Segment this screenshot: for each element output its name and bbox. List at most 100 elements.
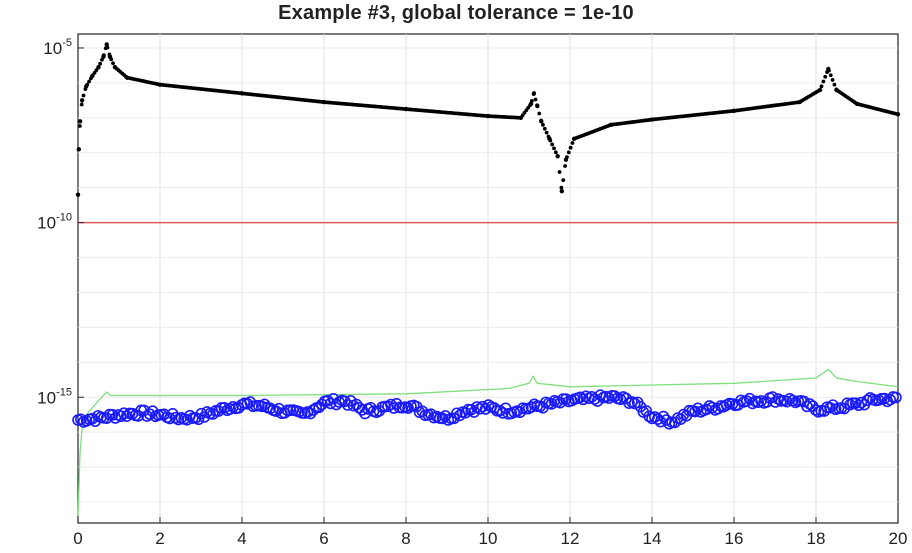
x-tick-labels: 0 2 4 6 8 10 12 14 16 18 20 (73, 517, 907, 548)
data-point (453, 409, 466, 422)
data-point (111, 61, 115, 66)
data-point (313, 401, 325, 414)
data-point (525, 401, 538, 413)
x-tick-label: 6 (319, 529, 328, 548)
data-point (817, 87, 823, 93)
data-point (120, 410, 133, 423)
data-point (143, 408, 156, 420)
data-point (547, 136, 552, 141)
data-point (542, 126, 547, 131)
data-point (79, 98, 85, 103)
data-point (809, 404, 822, 416)
y-tick-base: 10 (43, 39, 62, 58)
data-point (821, 79, 826, 84)
data-point (125, 75, 130, 80)
data-point (107, 54, 113, 59)
series-layer (72, 42, 902, 517)
x-tick-label: 4 (237, 529, 246, 548)
chart-title: Example #3, global tolerance = 1e-10 (278, 2, 634, 24)
data-point (819, 84, 824, 89)
data-point (832, 82, 837, 87)
y-tick-base: 10 (37, 214, 56, 233)
data-point (649, 117, 655, 122)
x-tick-label: 20 (889, 529, 908, 548)
data-point (861, 394, 874, 407)
data-point (518, 115, 523, 121)
data-point (563, 157, 569, 162)
data-point (485, 113, 491, 119)
x-tick-label: 10 (479, 529, 498, 548)
data-point (87, 79, 91, 84)
x-tick-label: 8 (401, 529, 410, 548)
data-point (81, 93, 86, 98)
data-point (568, 145, 573, 150)
data-point (539, 119, 544, 124)
data-point (769, 396, 782, 408)
data-point (570, 141, 575, 145)
data-point (192, 413, 205, 426)
data-point (555, 154, 560, 159)
data-point (852, 399, 865, 412)
data-point (218, 401, 231, 414)
data-point (824, 401, 836, 414)
data-point (207, 408, 219, 420)
data-point (560, 393, 572, 405)
data-point (544, 130, 549, 135)
data-point (98, 61, 103, 66)
data-point (571, 136, 577, 141)
data-point (327, 393, 340, 405)
x-tick-label: 14 (643, 529, 662, 548)
data-point (823, 74, 828, 79)
data-point (828, 73, 833, 78)
data-point (77, 119, 83, 124)
data-point (476, 400, 489, 413)
y-tick-label: 10-15 (37, 386, 72, 407)
data-point (109, 412, 122, 424)
data-point (90, 73, 95, 79)
data-point (531, 91, 537, 96)
data-point (781, 395, 793, 408)
data-point (566, 150, 571, 155)
data-point (895, 112, 901, 117)
data-point (528, 101, 534, 107)
data-point (890, 391, 902, 404)
data-point (706, 401, 719, 414)
x-tick-label: 18 (807, 529, 826, 548)
data-point (878, 392, 891, 405)
data-point (559, 185, 564, 190)
y-tick-exponent: -5 (62, 37, 72, 49)
data-point (541, 122, 545, 127)
x-tick-label: 0 (73, 529, 82, 548)
data-point (731, 108, 737, 114)
data-point (157, 82, 163, 87)
data-point (559, 188, 564, 194)
data-point (574, 391, 587, 404)
x-tick-label: 12 (561, 529, 580, 548)
data-point (465, 403, 477, 416)
data-point (402, 402, 414, 414)
data-point (692, 402, 704, 415)
series-black-dots (75, 42, 901, 197)
data-point (316, 398, 328, 411)
data-point (75, 192, 81, 197)
series-line (77, 368, 899, 517)
y-tick-base: 10 (37, 388, 56, 407)
data-point (608, 122, 614, 128)
data-point (101, 54, 106, 59)
data-point (603, 392, 615, 404)
data-point (700, 403, 713, 416)
data-point (553, 150, 558, 155)
y-tick-exponent: -10 (56, 212, 72, 224)
data-point (224, 403, 236, 415)
data-point (884, 393, 897, 406)
data-point (212, 405, 225, 417)
data-point (118, 407, 130, 420)
y-tick-exponent: -15 (56, 386, 72, 398)
data-point (77, 124, 82, 128)
data-point (321, 99, 327, 105)
data-point (740, 395, 753, 407)
data-point (79, 102, 84, 107)
data-point (797, 99, 802, 105)
